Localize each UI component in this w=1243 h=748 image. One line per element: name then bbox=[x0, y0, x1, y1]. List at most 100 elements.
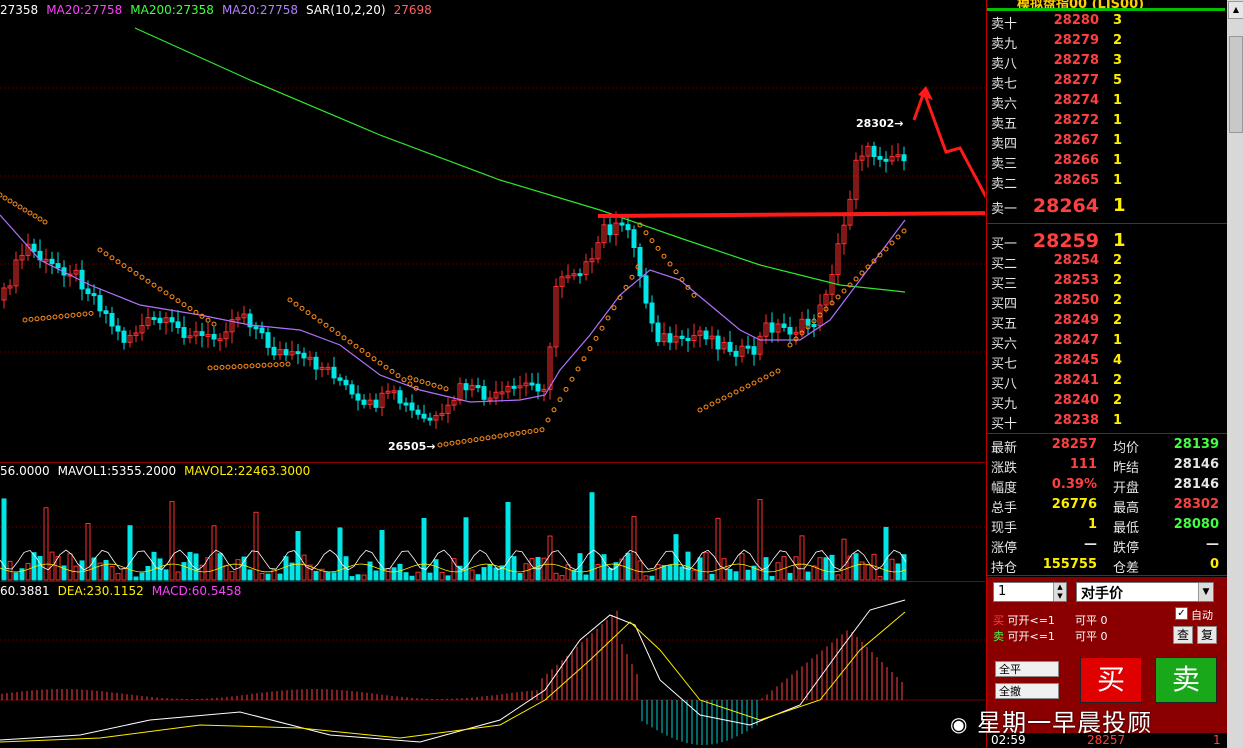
volume-bar bbox=[871, 553, 877, 581]
sell-open-text: 可开<=1 bbox=[1007, 630, 1055, 643]
volume-bar bbox=[835, 574, 841, 581]
chart-panel[interactable]: 28302→ 26505→ 27358 MA20:27758 MA200:27358 M… bbox=[0, 0, 985, 748]
candle-body bbox=[115, 325, 121, 332]
bid-row[interactable]: 买十 28238 1 bbox=[987, 413, 1227, 433]
sar-dot bbox=[383, 364, 389, 370]
bid-row[interactable]: 买一 28259 1 bbox=[987, 230, 1227, 253]
ask-row[interactable]: 卖四 28267 1 bbox=[987, 133, 1227, 153]
spin-arrows-icon[interactable]: ▲ ▼ bbox=[1053, 583, 1066, 601]
sar-dot bbox=[237, 364, 243, 369]
sell-open-limit: 卖 可开<=1 bbox=[993, 628, 1055, 644]
ask-row[interactable]: 卖十 28280 3 bbox=[987, 13, 1227, 33]
volume-bar bbox=[715, 517, 721, 581]
scroll-up-icon[interactable]: ▲ bbox=[1228, 1, 1243, 19]
sell-button[interactable]: 卖 bbox=[1155, 657, 1217, 703]
ask-row[interactable]: 卖六 28274 1 bbox=[987, 93, 1227, 113]
bid-row[interactable]: 买三 28253 2 bbox=[987, 273, 1227, 293]
sar-dot bbox=[347, 339, 353, 345]
ask-row[interactable]: 卖三 28266 1 bbox=[987, 153, 1227, 173]
ask-row[interactable]: 卖七 28277 5 bbox=[987, 73, 1227, 93]
candle-body bbox=[511, 385, 517, 389]
drawn-resistance-line bbox=[597, 211, 985, 218]
legend-item: MA200:27358 bbox=[130, 3, 214, 17]
tick-time: 02:59 bbox=[991, 733, 1026, 747]
level-price: 28265 bbox=[1053, 173, 1099, 188]
kline-chart-svg[interactable]: 28302→ 26505→ bbox=[0, 0, 985, 748]
level-price: 28247 bbox=[1053, 333, 1099, 348]
bid-row[interactable]: 买九 28240 2 bbox=[987, 393, 1227, 413]
volume-bar bbox=[385, 568, 391, 581]
bid-row[interactable]: 买五 28249 2 bbox=[987, 313, 1227, 333]
book-divider bbox=[987, 433, 1227, 434]
volume-bar bbox=[145, 565, 151, 581]
volume-bar bbox=[505, 501, 511, 581]
chevron-down-icon[interactable]: ▼ bbox=[1198, 583, 1213, 601]
ask-row[interactable]: 卖八 28278 3 bbox=[987, 53, 1227, 73]
sar-dot bbox=[22, 207, 28, 213]
sar-dot bbox=[341, 335, 347, 341]
volume-bar bbox=[313, 570, 319, 581]
candle-body bbox=[439, 412, 445, 416]
volume-bar bbox=[121, 568, 127, 581]
candle-body bbox=[331, 366, 337, 379]
buy-close-limit: 可平 0 bbox=[1075, 614, 1108, 627]
sar-dot bbox=[115, 259, 121, 265]
sar-dot bbox=[575, 366, 581, 372]
cancel-all-button[interactable]: 全撤 bbox=[995, 683, 1059, 699]
bid-row[interactable]: 买七 28245 4 bbox=[987, 353, 1227, 373]
auto-checkbox[interactable]: ✓ bbox=[1175, 607, 1188, 620]
candle-body bbox=[643, 275, 649, 304]
scroll-thumb[interactable] bbox=[1229, 36, 1243, 133]
candle-body bbox=[841, 224, 847, 245]
candle-body bbox=[415, 409, 421, 415]
sar-dot bbox=[709, 401, 715, 407]
tick-price: 28257 bbox=[1087, 733, 1126, 747]
volume-bar bbox=[421, 517, 427, 581]
legend-item: 60.3881 bbox=[0, 584, 50, 598]
level-volume: 2 bbox=[1113, 393, 1123, 408]
buy-button[interactable]: 买 bbox=[1080, 657, 1142, 703]
sar-dot bbox=[335, 331, 341, 337]
mavol1-line bbox=[0, 549, 907, 571]
bid-row[interactable]: 买八 28241 2 bbox=[987, 373, 1227, 393]
candle-body bbox=[361, 399, 367, 405]
repeat-button[interactable]: 复 bbox=[1197, 626, 1217, 644]
stat-value: 28146 bbox=[1173, 457, 1219, 472]
level-volume: 1 bbox=[1113, 333, 1123, 348]
volume-bar bbox=[355, 574, 361, 581]
close-all-button[interactable]: 全平 bbox=[995, 661, 1059, 677]
ask-row[interactable]: 卖二 28265 1 bbox=[987, 173, 1227, 193]
quantity-stepper[interactable]: 1 ▲ ▼ bbox=[993, 582, 1067, 602]
level-price: 28241 bbox=[1053, 373, 1099, 388]
bid-row[interactable]: 买六 28247 1 bbox=[987, 333, 1227, 353]
volume-bar bbox=[217, 553, 223, 581]
sar-dot bbox=[359, 347, 365, 353]
sar-dot bbox=[739, 386, 745, 392]
ask-row[interactable]: 卖五 28272 1 bbox=[987, 113, 1227, 133]
level-price: 28267 bbox=[1053, 133, 1099, 148]
bid-row[interactable]: 买四 28250 2 bbox=[987, 293, 1227, 313]
query-button[interactable]: 查 bbox=[1173, 626, 1193, 644]
ask-row[interactable]: 卖九 28279 2 bbox=[987, 33, 1227, 53]
level-price: 28272 bbox=[1053, 113, 1099, 128]
price-type-select[interactable]: 对手价 ▼ bbox=[1076, 582, 1214, 602]
candle-body bbox=[313, 356, 319, 370]
candle-body bbox=[685, 337, 691, 341]
volume-bar bbox=[823, 557, 829, 581]
volume-bar bbox=[277, 573, 283, 581]
sar-dot bbox=[643, 230, 649, 236]
ask-row[interactable]: 卖一 28264 1 bbox=[987, 195, 1227, 218]
volume-bar bbox=[319, 568, 325, 581]
sar-dot bbox=[715, 398, 721, 404]
bid-row[interactable]: 买二 28254 2 bbox=[987, 253, 1227, 273]
volume-bar bbox=[199, 564, 205, 581]
level-price: 28249 bbox=[1053, 313, 1099, 328]
volume-bar bbox=[367, 561, 373, 581]
candle-body bbox=[727, 341, 733, 352]
candle-body bbox=[205, 333, 211, 337]
sar-dot bbox=[497, 433, 503, 439]
sar-dot bbox=[27, 210, 33, 216]
volume-bar bbox=[229, 571, 235, 581]
sar-dot bbox=[757, 377, 763, 383]
scrollbar[interactable]: ▲ bbox=[1227, 0, 1243, 748]
